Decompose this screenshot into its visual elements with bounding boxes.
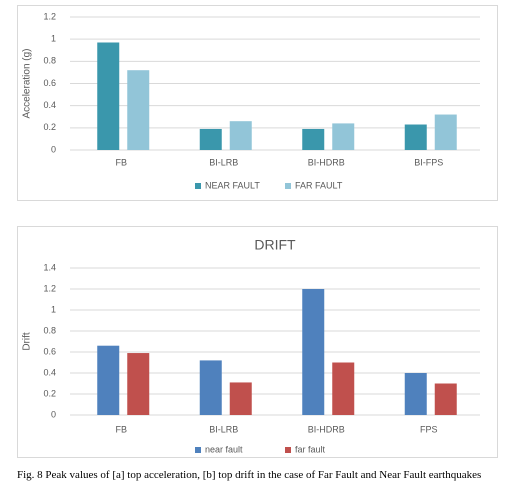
- y-tick-label: 0.2: [43, 122, 56, 132]
- x-tick-label: BI-LRB: [209, 424, 238, 434]
- y-tick-label: 0.8: [43, 325, 56, 335]
- x-tick-label: FPS: [420, 424, 438, 434]
- chart-frame: [17, 226, 498, 458]
- y-tick-label: 0.8: [43, 56, 56, 66]
- legend-label: FAR FAULT: [295, 180, 343, 190]
- bar: [434, 383, 457, 415]
- y-tick-label: 1.4: [43, 262, 56, 272]
- bar: [97, 345, 120, 415]
- chart-frame: [17, 5, 498, 201]
- legend-label: near fault: [205, 444, 243, 454]
- y-tick-label: 0.6: [43, 346, 56, 356]
- bar: [97, 42, 120, 150]
- bar: [229, 382, 252, 415]
- y-tick-label: 0: [51, 144, 56, 154]
- bar: [434, 114, 457, 150]
- bar: [404, 124, 427, 150]
- bar: [332, 123, 355, 150]
- y-axis-label: Drift: [22, 332, 33, 351]
- bar: [332, 362, 355, 415]
- chart: DRIFT Drift 0 0.2 0.4 0.6 0.8 1 1.2 1.4 FB BI-LRB BI…: [17, 226, 498, 458]
- bar: [127, 70, 150, 150]
- legend-label: NEAR FAULT: [205, 180, 260, 190]
- x-tick-label: BI-HDRB: [308, 157, 345, 167]
- x-tick-label: BI-LRB: [209, 157, 238, 167]
- chart-title: DRIFT: [254, 237, 296, 253]
- y-tick-label: 0.4: [43, 367, 56, 377]
- y-tick-label: 1.2: [43, 283, 56, 293]
- legend-swatch: [195, 447, 201, 453]
- y-tick-label: 0: [51, 409, 56, 419]
- y-tick-label: 0.4: [43, 100, 56, 110]
- y-tick-label: 1: [51, 34, 56, 44]
- bar: [404, 373, 427, 415]
- bar: [229, 121, 252, 150]
- caption: Fig. 8 Peak values of [a] top accelerati…: [17, 469, 482, 481]
- x-tick-label: FB: [115, 157, 127, 167]
- x-tick-label: BI-FPS: [414, 157, 443, 167]
- bar: [302, 289, 325, 415]
- y-axis-label: Acceleration (g): [22, 48, 33, 118]
- legend-swatch: [195, 183, 201, 189]
- bar: [199, 360, 222, 415]
- legend-swatch: [285, 183, 291, 189]
- bar: [199, 128, 222, 150]
- y-tick-label: 0.6: [43, 78, 56, 88]
- x-tick-label: FB: [115, 424, 127, 434]
- x-tick-label: BI-HDRB: [308, 424, 345, 434]
- legend-label: far fault: [295, 444, 326, 454]
- legend-swatch: [285, 447, 291, 453]
- y-tick-label: 0.2: [43, 388, 56, 398]
- y-tick-label: 1.2: [43, 11, 56, 21]
- y-tick-label: 1: [51, 304, 56, 314]
- chart: Acceleration (g) 0 0.2 0.4 0.6 0.8 1 1.2 FB BI-LR…: [17, 5, 498, 201]
- bar: [302, 128, 325, 150]
- bar: [127, 353, 150, 415]
